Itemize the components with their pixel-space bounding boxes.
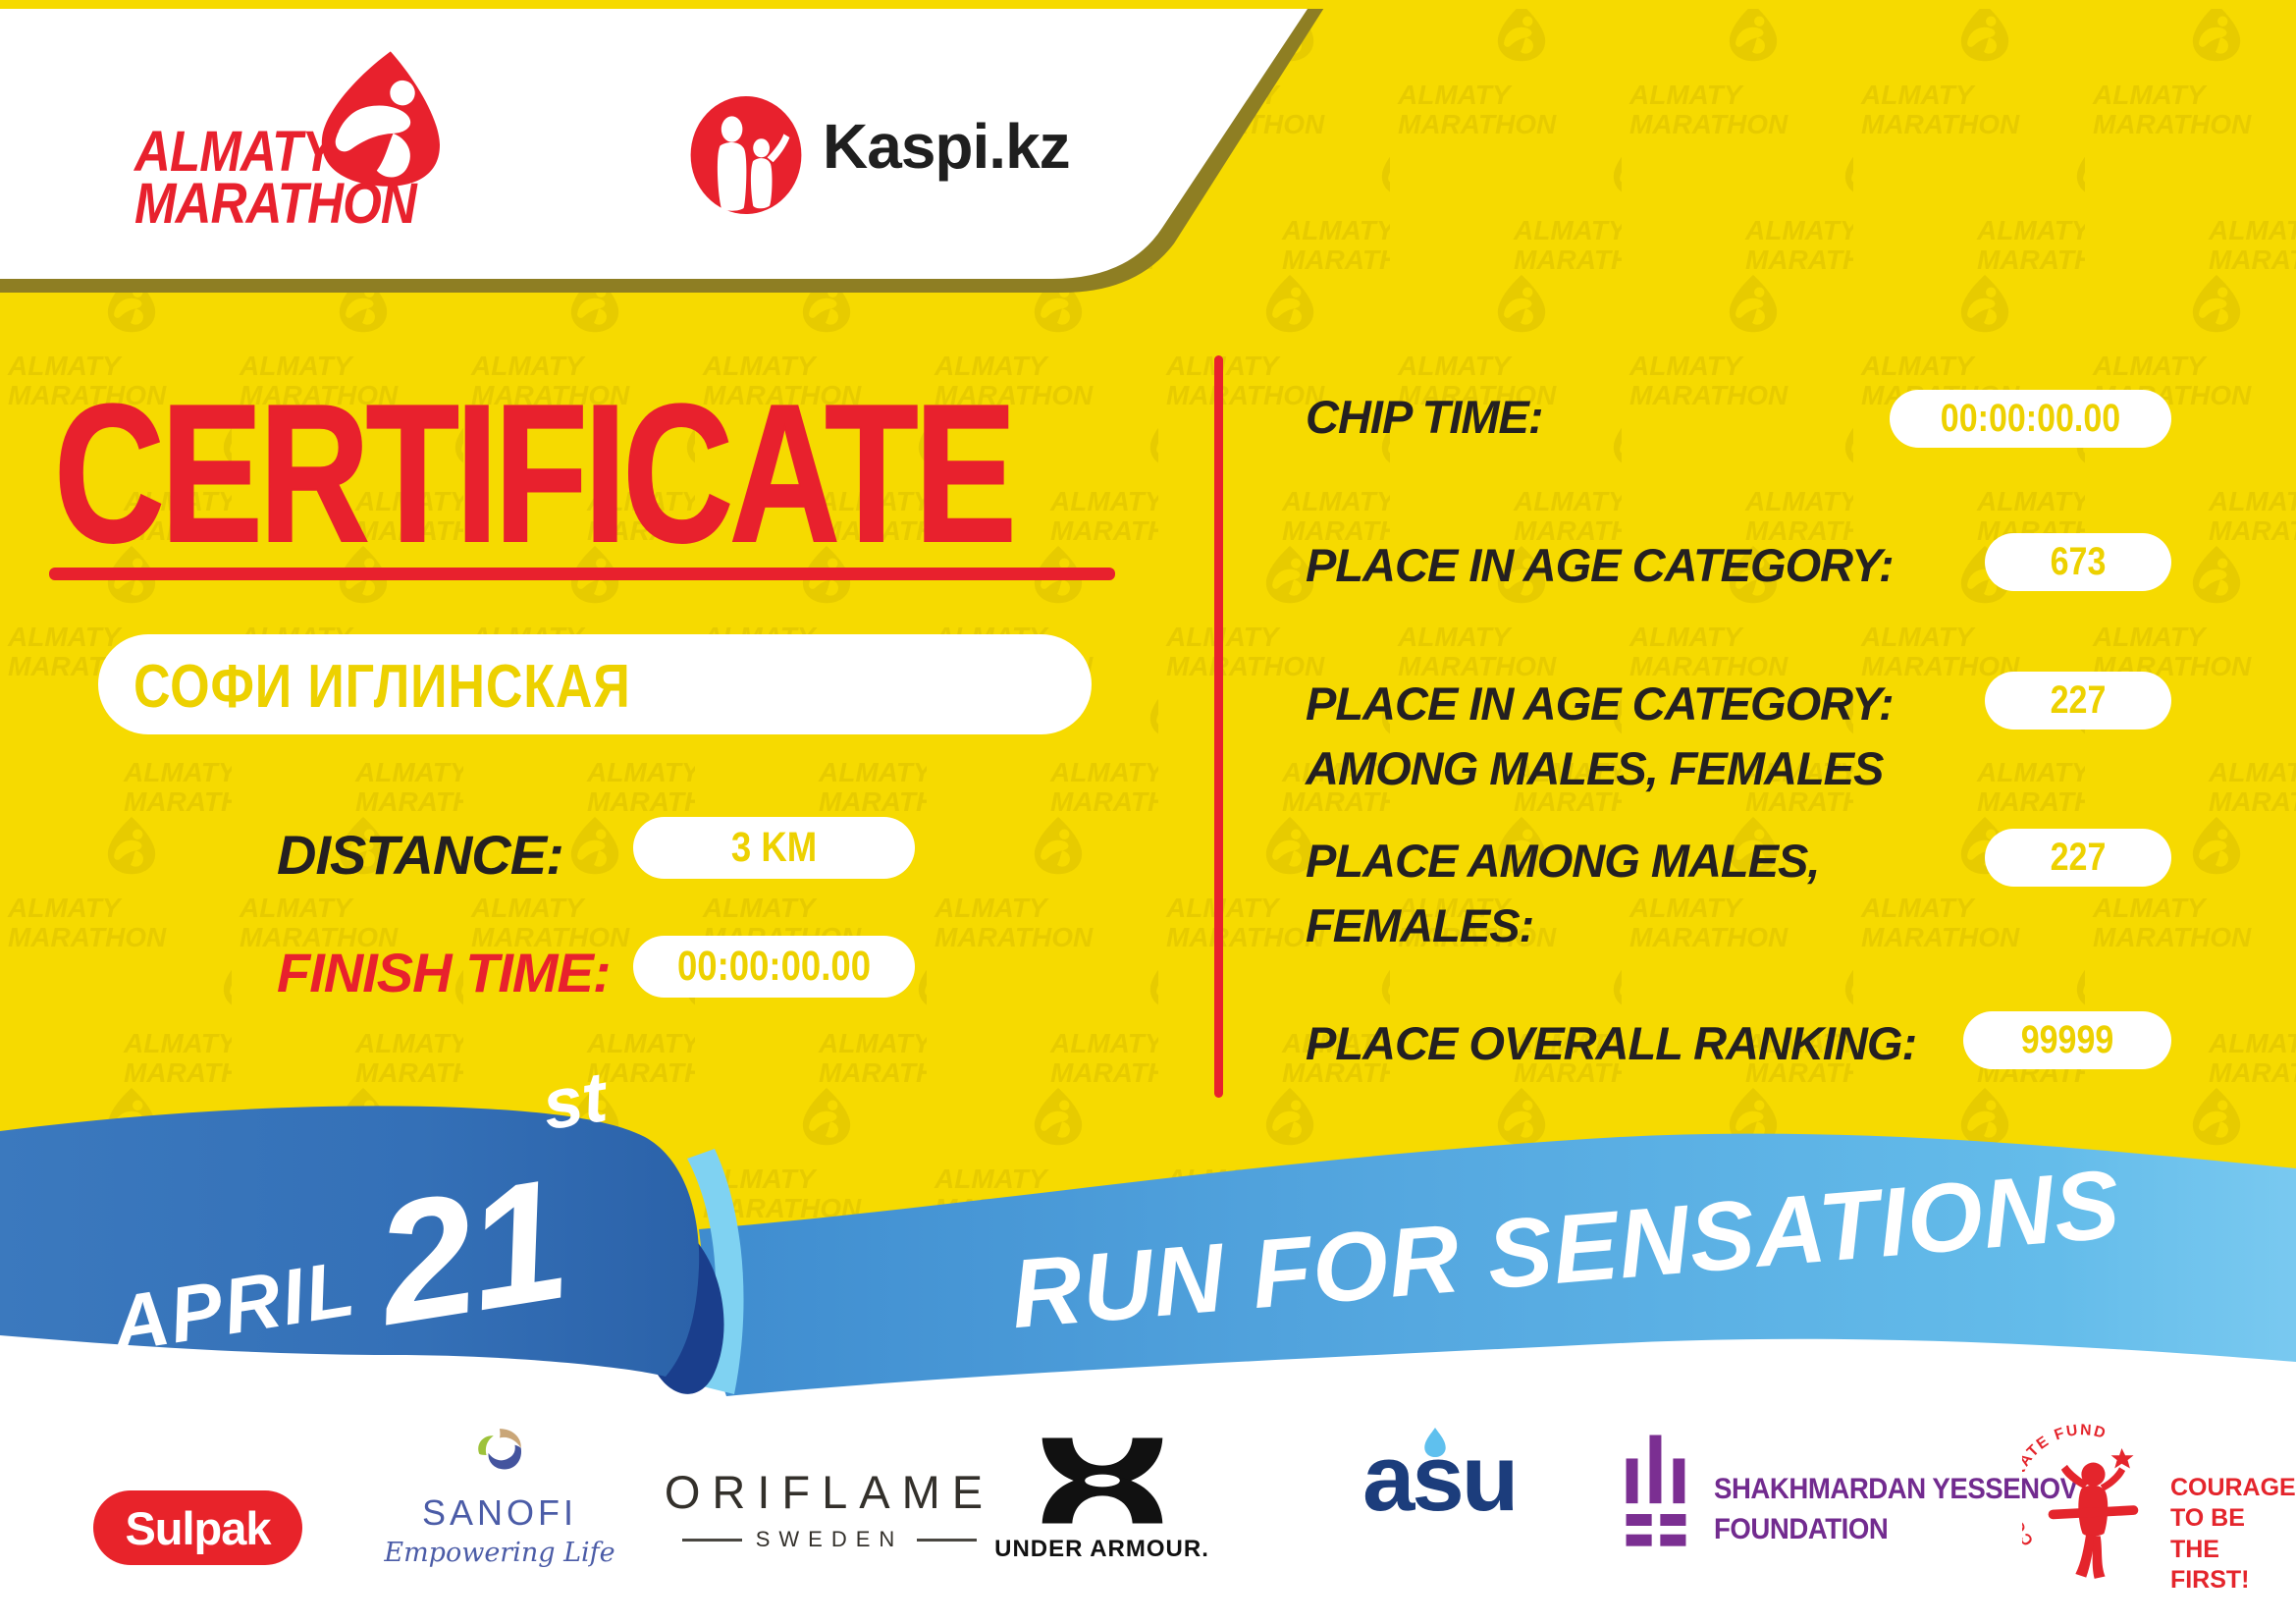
finish-time-value-field: 00:00:00.00: [633, 936, 915, 998]
place-age-category-value-field: 673: [1985, 533, 2171, 591]
certificate-title: CERTIFICATE: [53, 363, 1017, 584]
sanofi-logo: SANOFI Empowering Life: [384, 1426, 615, 1568]
asu-logo: asu: [1362, 1428, 1519, 1526]
place-among-gender-label: PLACE AMONG MALES, FEMALES:: [1306, 835, 1820, 951]
place-age-category-gender-label: PLACE IN AGE CATEGORY: AMONG MALES, FEMA…: [1306, 677, 1895, 794]
results-divider-line: [1214, 355, 1223, 1098]
place-overall-ranking-label: PLACE OVERALL RANKING:: [1306, 1017, 1917, 1069]
top-yellow-strip: [0, 0, 2296, 9]
sanofi-wordmark: SANOFI: [421, 1492, 577, 1533]
courage-fund-logo: CORPORATE FUND COURAGE TO BE THE FIRST!: [2022, 1422, 2296, 1596]
place-age-category-gender-value: 227: [2050, 678, 2107, 722]
place-among-gender-value: 227: [2050, 836, 2107, 879]
kaspi-wordmark: Kaspi.kz: [823, 111, 1071, 182]
chip-time-value-field: 00:00:00.00: [1890, 390, 2171, 448]
finish-time-label: FINISH TIME:: [277, 942, 612, 1003]
header-white-shape: [0, 0, 1313, 279]
sulpak-logo: Sulpak: [93, 1490, 302, 1565]
oriflame-left-rule: [682, 1538, 742, 1542]
oriflame-logo: ORIFLAME SWEDEN: [665, 1465, 983, 1552]
chip-time-label: CHIP TIME:: [1306, 391, 1544, 443]
oriflame-wordmark: ORIFLAME: [664, 1466, 995, 1518]
place-age-category-value: 673: [2050, 540, 2107, 583]
asu-droplet-icon: [1424, 1428, 1446, 1457]
almaty-marathon-wordmark-line2: MARATHON: [134, 172, 417, 237]
place-age-category-label: PLACE IN AGE CATEGORY:: [1306, 539, 1895, 591]
yessenov-bars-icon: [1626, 1435, 1686, 1546]
kaspi-icon: [690, 96, 802, 214]
ribbon-banner: [0, 1106, 2296, 1396]
ribbon-edge-cyan: [687, 1149, 744, 1394]
courage-runner-icon: CORPORATE FUND: [2022, 1422, 2139, 1579]
runner-name: СОФИ ИГЛИНСКАЯ: [133, 653, 631, 721]
distance-label: DISTANCE:: [277, 824, 564, 886]
under-armour-wordmark: UNDER ARMOUR.: [994, 1536, 1209, 1562]
runner-name-field: СОФИ ИГЛИНСКАЯ: [98, 634, 1092, 734]
sulpak-wordmark: Sulpak: [125, 1501, 271, 1554]
sanofi-bird-icon: [478, 1429, 522, 1470]
chip-time-value: 00:00:00.00: [1940, 397, 2121, 440]
oriflame-country: SWEDEN: [755, 1527, 904, 1551]
finish-time-value: 00:00:00.00: [676, 943, 872, 990]
yessenov-wordmark: SHAKHMARDAN YESSENOV FOUNDATION: [1714, 1473, 2078, 1545]
under-armour-logo: UNDER ARMOUR.: [994, 1435, 1208, 1563]
distance-value-field: 3 KM: [633, 817, 915, 879]
almaty-marathon-drop-icon: [321, 51, 440, 187]
place-among-gender-value-field: 227: [1985, 829, 2171, 887]
ribbon-left-segment: [0, 1106, 700, 1377]
distance-value: 3 KM: [730, 824, 818, 871]
sanofi-tagline: Empowering Life: [384, 1538, 615, 1568]
header-shape: [0, 0, 1329, 293]
almaty-marathon-wordmark: ALMATY MARATHON: [134, 120, 417, 237]
place-overall-ranking-value: 99999: [2020, 1018, 2114, 1061]
place-age-category-gender-value-field: 227: [1985, 672, 2171, 730]
oriflame-right-rule: [917, 1538, 977, 1542]
under-armour-icon: [1041, 1437, 1162, 1524]
courage-slogan: COURAGE TO BE THE FIRST!: [2169, 1474, 2296, 1594]
yessenov-foundation-logo: SHAKHMARDAN YESSENOV FOUNDATION: [1622, 1429, 2109, 1550]
title-underline: [49, 568, 1115, 580]
place-overall-ranking-value-field: 99999: [1963, 1011, 2171, 1069]
ribbon-main-segment: [699, 1133, 2296, 1396]
almaty-marathon-wordmark-line1: ALMATY: [134, 120, 335, 184]
